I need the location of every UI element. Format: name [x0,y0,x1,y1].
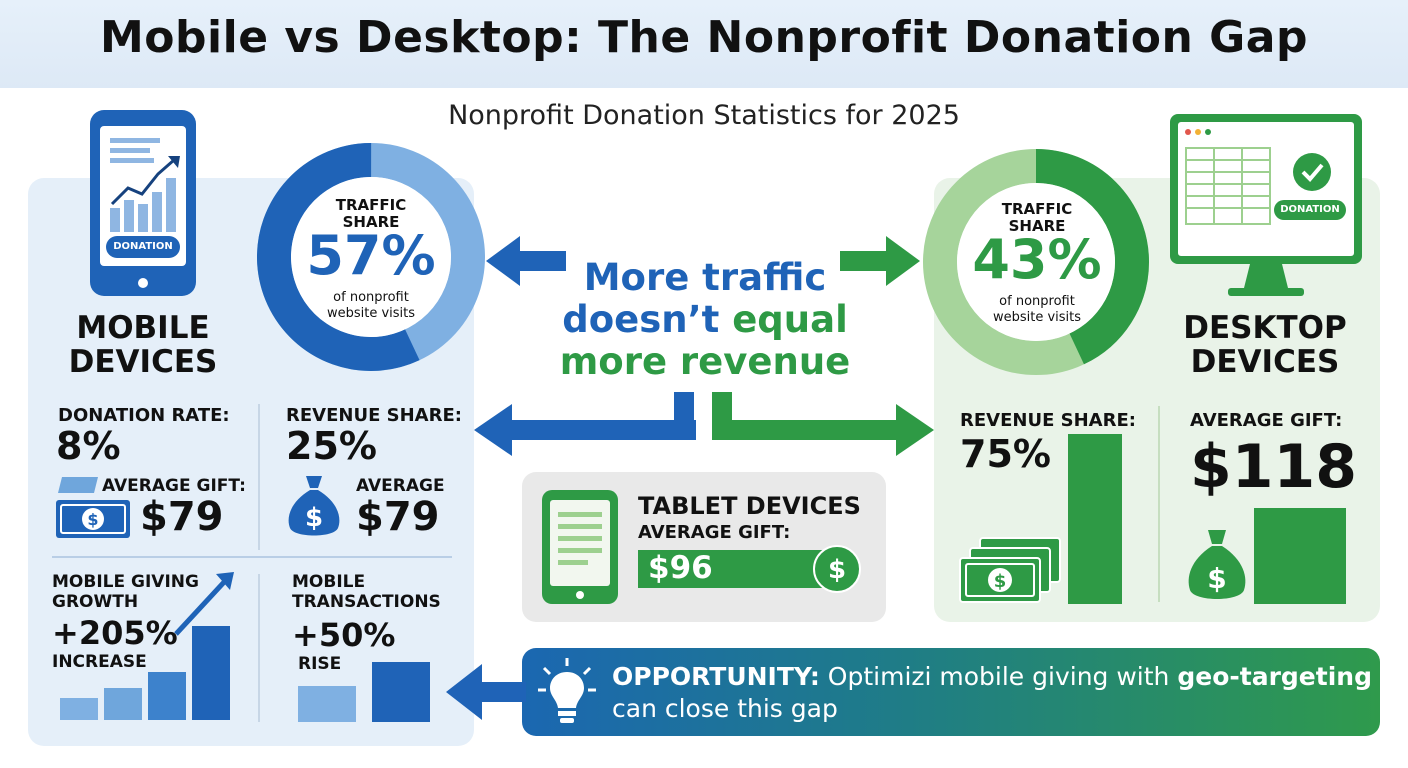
arrow-left-lower-icon [474,392,696,456]
mobile-heading-line1: MOBILE [76,310,210,346]
tablet-average-gift-label: AVERAGE GIFT: [638,522,791,543]
svg-text:$: $ [87,510,98,529]
desktop-monitor-icon [1168,112,1364,300]
desktop-traffic-label-1: TRAFFIC [1001,200,1073,218]
desktop-traffic-donut [923,149,1149,375]
smartphone-icon [88,108,198,298]
desktop-traffic-caption-2: website visits [992,310,1082,325]
transactions-bar-chart [296,656,436,724]
dollar-bill-icon: $ [54,498,132,540]
desktop-heading-line2: DEVICES [1190,344,1340,380]
desktop-average-gift-label: AVERAGE GIFT: [1190,410,1343,431]
mobile-traffic-label-2: SHARE [342,213,400,231]
desktop-revenue-bar [1068,434,1122,604]
mobile-average-gift-value: $79 [140,494,224,540]
transactions-label-2: TRANSACTIONS [292,592,441,612]
desktop-heading-line1: DESKTOP [1183,310,1347,346]
desktop-average-gift-value: $118 [1190,432,1357,502]
desktop-stats-divider [1158,406,1160,602]
mobile-card-icon [58,477,98,493]
growth-bar-chart [58,564,238,724]
svg-text:$: $ [828,555,846,585]
tablet-heading: TABLET DEVICES [638,492,861,520]
dollar-coin-icon: $ [812,544,862,594]
opportunity-highlight: geo-targeting [1177,662,1372,691]
opportunity-line2: can close this gap [612,694,838,723]
growth-value: +205% [52,614,178,652]
desktop-money-bag-icon: $ [1184,526,1250,606]
center-message-doesnt: doesn’t [562,298,720,341]
mobile-revenue-share-value: 25% [286,424,377,468]
mobile-stats-divider [258,404,260,550]
transactions-suffix: RISE [298,654,342,674]
svg-text:$: $ [1207,562,1226,595]
donation-rate-label: DONATION RATE: [58,405,230,426]
opportunity-banner [522,648,1380,736]
transactions-label-1: MOBILE [292,572,366,592]
mobile-average-gift-label: AVERAGE GIFT: [102,476,246,496]
mobile-heading-line2: DEVICES [68,344,218,380]
tablet-average-gift-value: $96 [648,550,713,586]
transactions-value: +50% [292,616,396,654]
money-bag-icon: $ [284,472,344,542]
mobile-average-value: $79 [356,494,440,540]
phone-donation-button: DONATION [106,236,180,258]
lightbulb-icon [536,656,598,728]
header-band [0,0,1408,88]
desktop-traffic-arc [923,149,1149,375]
tablet-icon [540,488,620,606]
center-message-equal: equal [732,298,848,341]
desktop-traffic-value: 43% [972,228,1102,291]
svg-text:$: $ [994,571,1007,592]
growth-label-1: MOBILE GIVING [52,572,199,592]
arrow-left-upper-icon [486,236,566,286]
arrow-right-upper-icon [840,236,920,286]
mobile-traffic-value: 57% [306,224,436,287]
desktop-traffic-label-2: SHARE [1008,217,1066,235]
desktop-revenue-share-value: 75% [960,432,1051,476]
mobile-traffic-caption-1: of nonprofit [333,290,409,305]
arrow-right-lower-icon [712,392,934,456]
mobile-traffic-donut [257,143,485,371]
growth-suffix: INCREASE [52,652,147,672]
monitor-donation-button: DONATION [1274,200,1346,220]
svg-text:$: $ [305,503,323,533]
arrow-left-opportunity-icon [446,664,526,720]
opportunity-label: OPPORTUNITY: [612,662,820,691]
opportunity-line1: OPPORTUNITY: Optimizi mobile giving with… [612,662,1372,691]
desktop-traffic-caption-1: of nonprofit [999,294,1075,309]
mobile-horizontal-divider [52,556,452,558]
page-subtitle: Nonprofit Donation Statistics for 2025 [448,100,960,131]
center-message-line2: doesn’t equal [540,298,870,341]
mobile-growth-divider [258,574,260,722]
center-message-line1: More traffic [583,256,827,299]
page-title: Mobile vs Desktop: The Nonprofit Donatio… [100,12,1308,63]
tablet-value-bar [638,550,828,588]
mobile-traffic-caption-2: website visits [326,306,416,321]
desktop-revenue-share-label: REVENUE SHARE: [960,410,1136,431]
growth-label-2: GROWTH [52,592,139,612]
opportunity-text: Optimizi mobile giving with [819,662,1178,691]
mobile-average-label: AVERAGE [356,476,445,496]
mobile-traffic-label-1: TRAFFIC [335,196,407,214]
center-message-line3: more revenue [559,340,851,383]
donation-rate-value: 8% [56,424,121,468]
mobile-traffic-arc [257,143,485,371]
desktop-average-gift-bar [1254,508,1346,604]
cash-stack-icon: $ [958,536,1062,606]
mobile-revenue-share-label: REVENUE SHARE: [286,405,462,426]
